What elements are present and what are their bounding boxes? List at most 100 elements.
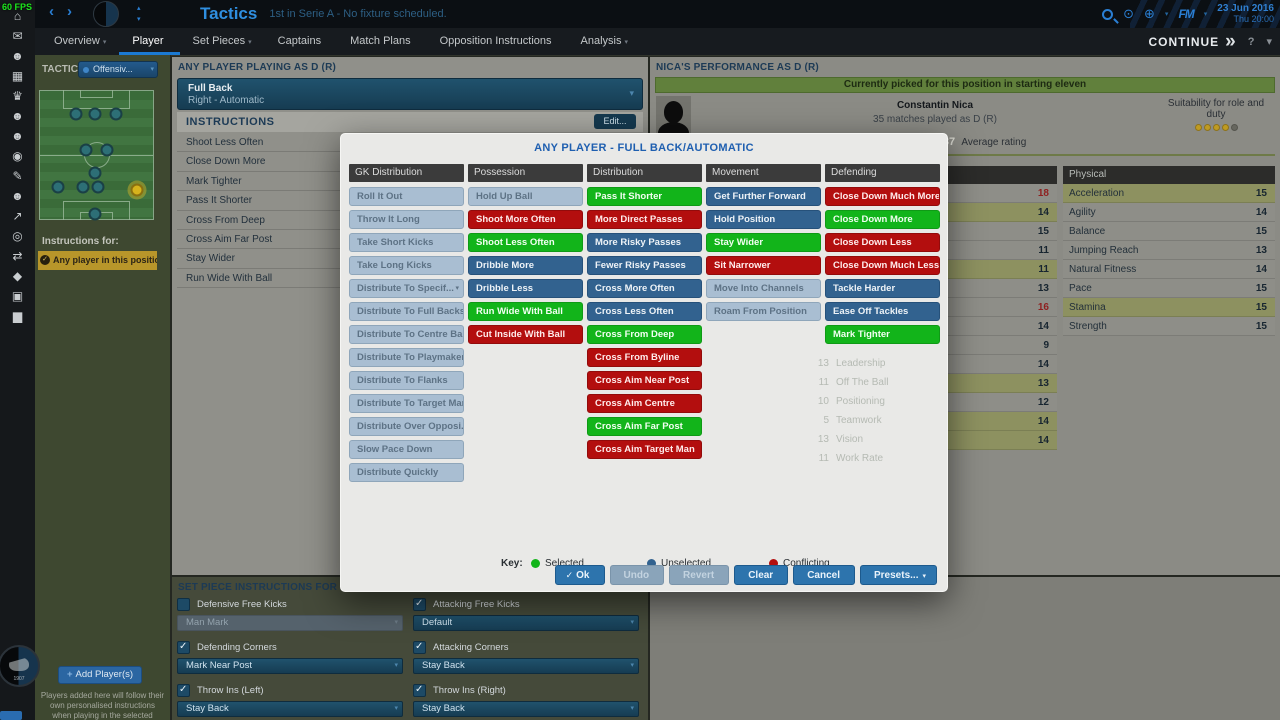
- world-chevron-icon[interactable]: ▾: [1164, 11, 1169, 18]
- inbox-icon[interactable]: ✉: [12, 29, 23, 43]
- player-dot-midfield-right[interactable]: [100, 143, 114, 157]
- player-dot-defender-centre-right[interactable]: [91, 180, 105, 194]
- instruction-pill[interactable]: Cross Aim Centre: [587, 394, 702, 413]
- checkbox[interactable]: [413, 683, 426, 697]
- titlebar-chevron-icon[interactable]: ▾: [1266, 36, 1272, 48]
- continue-button[interactable]: CONTINUE »: [1148, 32, 1235, 51]
- set-piece-dropdown[interactable]: Mark Near Post ▾: [177, 658, 403, 674]
- fm-logo[interactable]: FM: [1178, 7, 1194, 21]
- tab-captains[interactable]: Captains: [265, 28, 337, 55]
- player-dot-defender-centre-left[interactable]: [76, 180, 90, 194]
- instruction-pill[interactable]: More Risky Passes: [587, 233, 702, 252]
- any-player-position-item[interactable]: Any player in this position: [38, 251, 157, 270]
- tab-analysis[interactable]: Analysis ▾: [568, 28, 641, 55]
- instruction-pill[interactable]: Cross Aim Far Post: [587, 417, 702, 436]
- set-piece-checkbox-row[interactable]: Throw Ins (Right): [413, 683, 639, 697]
- stats-icon[interactable]: ▆: [12, 309, 23, 323]
- instruction-pill[interactable]: Close Down Less: [825, 233, 940, 252]
- instruction-pill[interactable]: Pass It Shorter: [587, 187, 702, 206]
- fm-chevron-icon[interactable]: ▾: [1203, 11, 1208, 18]
- instruction-pill[interactable]: Distribute To Full Backs: [349, 302, 464, 321]
- instruction-pill[interactable]: Stay Wider: [706, 233, 821, 252]
- club-icon[interactable]: ◆: [12, 269, 23, 283]
- instruction-pill[interactable]: Move Into Channels: [706, 279, 821, 298]
- nav-forward-button[interactable]: ›: [67, 3, 72, 20]
- staff-icon[interactable]: ☻: [11, 189, 24, 203]
- instruction-pill[interactable]: Hold Position: [706, 210, 821, 229]
- checkbox[interactable]: [177, 683, 190, 697]
- nav-back-button[interactable]: ‹: [49, 3, 54, 20]
- modal-button[interactable]: Presets... ▾: [860, 565, 937, 585]
- checkbox[interactable]: [177, 640, 190, 654]
- add-players-button[interactable]: + Add Player(s): [58, 666, 142, 684]
- set-piece-dropdown[interactable]: Stay Back ▾: [413, 658, 639, 674]
- modal-button[interactable]: Undo: [609, 565, 665, 585]
- modal-button[interactable]: Clear: [734, 565, 789, 585]
- tab-set-pieces[interactable]: Set Pieces ▾: [180, 28, 265, 55]
- player-dot-midfield-left[interactable]: [79, 143, 93, 157]
- tab-match-plans[interactable]: Match Plans: [337, 28, 427, 55]
- instruction-pill[interactable]: Hold Up Ball: [468, 187, 583, 206]
- instruction-pill[interactable]: Ease Off Tackles: [825, 302, 940, 321]
- calendar-icon[interactable]: ▦: [11, 69, 24, 83]
- player-dot-goalkeeper[interactable]: [88, 207, 102, 221]
- tab-opposition-instructions[interactable]: Opposition Instructions: [427, 28, 568, 55]
- instruction-pill[interactable]: Slow Pace Down: [349, 440, 464, 459]
- set-piece-checkbox-row[interactable]: Defending Corners: [177, 640, 403, 654]
- help-icon[interactable]: ?: [1247, 35, 1255, 48]
- instruction-pill[interactable]: Dribble Less: [468, 279, 583, 298]
- transfers-icon[interactable]: ⇄: [12, 249, 23, 263]
- player-dot-forward-right[interactable]: [109, 107, 123, 121]
- modal-button[interactable]: Cancel: [793, 565, 855, 585]
- instruction-pill[interactable]: Close Down More: [825, 210, 940, 229]
- edit-button[interactable]: Edit...: [594, 114, 636, 129]
- instruction-pill[interactable]: Cut Inside With Ball: [468, 325, 583, 344]
- modal-button[interactable]: Revert: [669, 565, 730, 585]
- checkbox[interactable]: [413, 640, 426, 654]
- instruction-pill[interactable]: Roll It Out: [349, 187, 464, 206]
- mentality-dropdown[interactable]: Offensiv... ▾: [78, 61, 158, 78]
- player-dot-right-back-selected[interactable]: [130, 183, 144, 197]
- set-piece-checkbox-row[interactable]: Attacking Corners: [413, 640, 639, 654]
- set-piece-dropdown[interactable]: Man Mark ▾: [177, 615, 403, 631]
- competitions-icon[interactable]: ♛: [12, 89, 23, 103]
- instruction-pill[interactable]: Mark Tighter: [825, 325, 940, 344]
- instruction-pill[interactable]: Cross From Deep: [587, 325, 702, 344]
- player-dot-forward-left[interactable]: [69, 107, 83, 121]
- instruction-pill[interactable]: More Direct Passes: [587, 210, 702, 229]
- player-dot-defensive-mid[interactable]: [88, 166, 102, 180]
- instruction-pill[interactable]: Take Long Kicks: [349, 256, 464, 275]
- instruction-pill[interactable]: Roam From Position: [706, 302, 821, 321]
- modal-button[interactable]: ✓ Ok: [554, 565, 605, 585]
- instruction-pill[interactable]: Distribute Quickly: [349, 463, 464, 482]
- instruction-pill[interactable]: Distribute To Target Man: [349, 394, 464, 413]
- instruction-pill[interactable]: Run Wide With Ball: [468, 302, 583, 321]
- notifications-icon[interactable]: ⊙: [1123, 6, 1135, 21]
- instruction-pill[interactable]: Close Down Much Less: [825, 256, 940, 275]
- instruction-pill[interactable]: Sit Narrower: [706, 256, 821, 275]
- tactics-icon[interactable]: ◉: [12, 149, 23, 163]
- instruction-pill[interactable]: Take Short Kicks: [349, 233, 464, 252]
- instruction-pill[interactable]: Cross More Often: [587, 279, 702, 298]
- finances-icon[interactable]: ▣: [11, 289, 24, 303]
- instruction-pill[interactable]: Fewer Risky Passes: [587, 256, 702, 275]
- world-icon[interactable]: ⊕: [1144, 6, 1155, 21]
- instruction-pill[interactable]: Distribute Over Opposi...: [349, 417, 464, 436]
- notes-icon[interactable]: ✎: [12, 169, 23, 183]
- checkbox[interactable]: [413, 597, 426, 611]
- player-dot-defender-left[interactable]: [51, 180, 65, 194]
- instruction-pill[interactable]: Get Further Forward: [706, 187, 821, 206]
- instruction-pill[interactable]: Cross Less Often: [587, 302, 702, 321]
- player-dot-forward-centre[interactable]: [88, 107, 102, 121]
- instruction-pill[interactable]: Cross Aim Near Post: [587, 371, 702, 390]
- instruction-pill[interactable]: Distribute To Flanks: [349, 371, 464, 390]
- home-icon[interactable]: ⌂: [13, 9, 22, 23]
- instruction-pill[interactable]: Dribble More: [468, 256, 583, 275]
- instruction-pill[interactable]: Shoot Less Often: [468, 233, 583, 252]
- role-dropdown[interactable]: Full Back Right - Automatic ▾: [177, 78, 643, 110]
- set-piece-dropdown[interactable]: Stay Back ▾: [177, 701, 403, 717]
- instruction-pill[interactable]: Close Down Much More: [825, 187, 940, 206]
- set-piece-checkbox-row[interactable]: Attacking Free Kicks: [413, 597, 639, 611]
- training-icon[interactable]: ↗: [12, 209, 23, 223]
- scouting-icon[interactable]: ◎: [12, 229, 23, 243]
